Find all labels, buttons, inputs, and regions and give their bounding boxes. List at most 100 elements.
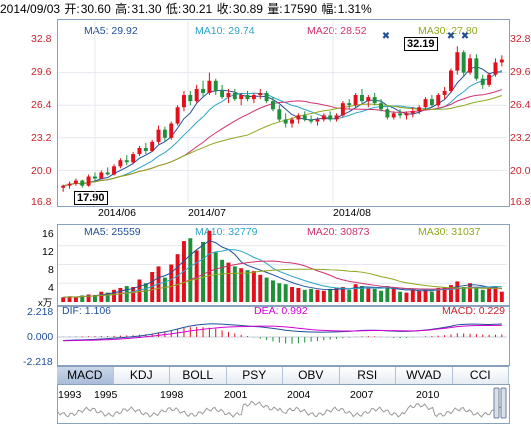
candle-body <box>86 176 91 186</box>
volume-bar <box>258 274 263 302</box>
candle-body <box>73 180 78 184</box>
price-ma5-line <box>63 65 502 187</box>
volume-bar <box>391 288 396 302</box>
navigator-year: 2010 <box>416 389 440 401</box>
volume-bar <box>461 287 466 302</box>
event-marker-icon: ✖ <box>461 31 469 42</box>
volume-bar <box>232 266 237 302</box>
macd-y-tick: -2.218 <box>23 356 53 368</box>
tab-wvad[interactable]: WVAD <box>396 367 453 384</box>
volume-bar <box>143 283 148 302</box>
volume-bar <box>296 287 301 302</box>
macd-y-tick: 2.218 <box>27 306 54 318</box>
candle-body <box>398 113 403 116</box>
open-label: 开: <box>64 2 80 16</box>
candle-body <box>474 58 479 79</box>
volume-bar <box>61 297 66 302</box>
volume-bar <box>213 252 218 302</box>
candle-body <box>270 101 275 110</box>
volume-bar <box>220 259 225 302</box>
volume-bar <box>321 290 326 302</box>
volume-bar <box>290 287 295 302</box>
tab-kdj[interactable]: KDJ <box>113 367 170 384</box>
tab-boll[interactable]: BOLL <box>170 367 227 384</box>
navigator-sparkline <box>57 400 507 418</box>
candle-body <box>118 160 123 167</box>
tab-cci[interactable]: CCI <box>452 367 509 384</box>
tab-psy[interactable]: PSY <box>226 367 283 384</box>
candle-body <box>283 119 288 124</box>
candle-body <box>372 97 377 104</box>
volume-bar <box>86 294 91 302</box>
quote-header: 2014/09/03 开:30.60 高:31.30 低:30.21 收:30.… <box>0 0 531 17</box>
candle-body <box>290 119 295 124</box>
candle-body <box>480 78 485 85</box>
price-y-tick-right: 26.4 <box>510 99 531 111</box>
candle-body <box>448 70 453 91</box>
candle-body <box>334 115 339 120</box>
candle-body <box>150 141 155 152</box>
price-y-tick: 29.6 <box>31 66 52 78</box>
max-price-label: 32.19 <box>404 37 438 51</box>
volume-bar <box>398 291 403 302</box>
volume-unit: x万 <box>38 298 53 309</box>
tab-obv[interactable]: OBV <box>283 367 340 384</box>
candle-body <box>353 95 358 106</box>
candle-body <box>442 90 447 96</box>
price-y-tick: 23.2 <box>31 132 52 144</box>
volume-ma10-line <box>63 249 502 298</box>
volume-bar <box>270 280 275 302</box>
candle-body <box>493 62 498 75</box>
tab-macd[interactable]: MACD <box>57 367 114 384</box>
price-ma30-legend: MA30: 27.80 <box>418 25 478 37</box>
navigator-left-handle[interactable] <box>493 387 500 419</box>
candle-body <box>175 107 180 124</box>
price-y-tick-right: 29.6 <box>510 66 531 78</box>
candle-body <box>315 119 320 122</box>
volume-bar <box>410 289 415 302</box>
volume-bar <box>359 286 364 302</box>
candle-body <box>92 176 97 179</box>
macd-y-tick: 0.000 <box>27 331 54 343</box>
candle-body <box>220 90 225 98</box>
candle-body <box>99 172 104 179</box>
price-y-tick: 26.4 <box>31 99 52 111</box>
change-value: 1.31% <box>337 2 372 16</box>
navigator-right-handle[interactable] <box>500 387 507 419</box>
candle-body <box>137 147 142 155</box>
volume-bar <box>207 230 212 302</box>
volume-bar <box>353 284 358 302</box>
volume-bar <box>277 283 282 302</box>
volume-bar <box>334 287 339 302</box>
volume-ma5-line <box>63 239 502 298</box>
volume-bar <box>468 283 473 302</box>
price-y-tick-right: 32.8 <box>510 33 531 45</box>
candle-body <box>201 88 206 93</box>
macd-dea-legend: DEA: 0.992 <box>254 305 308 317</box>
volume-bar <box>131 287 136 302</box>
candle-body <box>131 154 136 163</box>
volume-bar <box>309 288 314 302</box>
volume-bar <box>499 291 504 302</box>
volume-bar <box>283 284 288 302</box>
tab-rsi[interactable]: RSI <box>339 367 396 384</box>
candle-body <box>328 115 333 120</box>
navigator-year: 1998 <box>160 389 184 401</box>
volume-bar <box>487 287 492 302</box>
close-value: 30.89 <box>232 2 263 16</box>
volume-bar <box>245 270 250 302</box>
price-ma20-legend: MA20: 28.52 <box>307 25 367 37</box>
volume-value: 17590 <box>283 2 317 16</box>
macd-panel <box>57 306 510 366</box>
volume-y-tick: 4 <box>48 282 54 294</box>
candle-body <box>258 92 263 96</box>
candle-body <box>61 185 66 188</box>
volume-bar <box>67 296 72 302</box>
candle-body <box>417 107 422 112</box>
candle-body <box>181 95 186 108</box>
candle-body <box>309 119 314 122</box>
volume-bar <box>112 289 117 302</box>
volume-bar <box>188 238 193 302</box>
candle-body <box>239 95 244 100</box>
vol-ma30-legend: MA30: 31037 <box>418 226 481 238</box>
